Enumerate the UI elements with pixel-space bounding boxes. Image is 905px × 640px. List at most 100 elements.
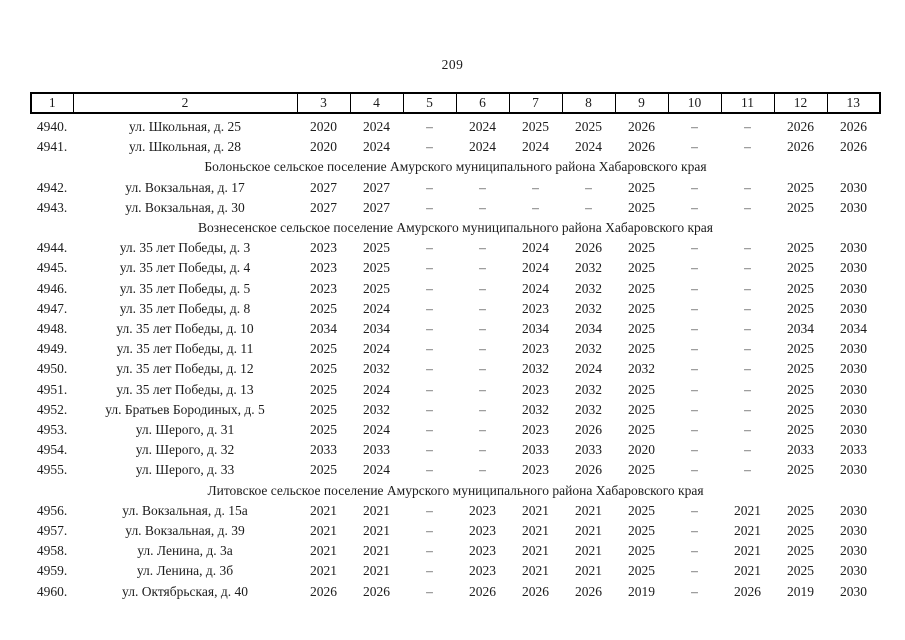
year-cell: 2025 bbox=[628, 502, 655, 518]
year-cell: 2023 bbox=[522, 341, 549, 357]
year-cell: 2034 bbox=[840, 321, 867, 337]
year-cell: – bbox=[744, 361, 751, 377]
year-cell: 2032 bbox=[575, 381, 602, 397]
year-cell: 2030 bbox=[840, 543, 867, 559]
year-cell: 2024 bbox=[363, 462, 390, 478]
row-number: 4955. bbox=[36, 462, 68, 478]
table-body: 4940. ул. Школьная, д. 25 2020 2024 – 2024 202… bbox=[31, 113, 880, 602]
column-header: 2 bbox=[72, 92, 298, 114]
year-cell: – bbox=[744, 341, 751, 357]
column-header: 7 bbox=[508, 92, 563, 114]
year-cell: 2025 bbox=[787, 199, 814, 215]
year-cell: 2026 bbox=[575, 240, 602, 256]
table-head: 1 2 3 4 5 6 7 8 9 10 11 12 13 bbox=[30, 92, 881, 114]
year-cell: 2021 bbox=[575, 502, 602, 518]
column-header: 12 bbox=[773, 92, 828, 114]
year-cell: 2030 bbox=[840, 462, 867, 478]
year-cell: – bbox=[479, 381, 486, 397]
year-cell: – bbox=[691, 523, 698, 539]
year-cell: – bbox=[479, 199, 486, 215]
year-cell: 2025 bbox=[628, 462, 655, 478]
year-cell: 2024 bbox=[575, 361, 602, 377]
year-cell: 2024 bbox=[363, 381, 390, 397]
address-cell: ул. Октябрьская, д. 40 bbox=[122, 583, 248, 599]
year-cell: 2030 bbox=[840, 583, 867, 599]
year-cell: 2026 bbox=[522, 583, 549, 599]
year-cell: 2033 bbox=[522, 442, 549, 458]
year-cell: – bbox=[585, 179, 592, 195]
year-cell: – bbox=[426, 401, 433, 417]
year-cell: 2025 bbox=[310, 381, 337, 397]
year-cell: 2021 bbox=[363, 563, 390, 579]
year-cell: – bbox=[744, 179, 751, 195]
address-cell: ул. 35 лет Победы, д. 4 bbox=[119, 260, 251, 276]
year-cell: 2021 bbox=[310, 563, 337, 579]
year-cell: – bbox=[426, 543, 433, 559]
year-cell: – bbox=[426, 179, 433, 195]
year-cell: 2026 bbox=[628, 119, 655, 134]
year-cell: 2025 bbox=[628, 341, 655, 357]
year-cell: – bbox=[426, 462, 433, 478]
year-cell: 2024 bbox=[522, 260, 549, 276]
year-cell: – bbox=[426, 341, 433, 357]
year-cell: 2020 bbox=[310, 119, 337, 134]
year-cell: 2025 bbox=[787, 280, 814, 296]
table-row: 4940. ул. Школьная, д. 25 2020 2024 – 2024 202… bbox=[31, 113, 880, 137]
year-cell: 2034 bbox=[363, 321, 390, 337]
year-cell: – bbox=[744, 381, 751, 397]
year-cell: 2025 bbox=[628, 401, 655, 417]
year-cell: 2021 bbox=[734, 563, 761, 579]
year-cell: 2025 bbox=[787, 179, 814, 195]
year-cell: 2019 bbox=[628, 583, 655, 599]
year-cell: 2024 bbox=[469, 139, 496, 155]
address-cell: ул. Шерого, д. 31 bbox=[135, 422, 235, 438]
row-number: 4949. bbox=[36, 341, 68, 357]
year-cell: 2021 bbox=[734, 543, 761, 559]
table-row: 4943. ул. Вокзальная, д. 30 2027 2027 – – – – 20… bbox=[31, 198, 880, 218]
year-cell: 2026 bbox=[840, 139, 867, 155]
year-cell: 2026 bbox=[469, 583, 496, 599]
year-cell: 2030 bbox=[840, 502, 867, 518]
year-cell: – bbox=[479, 280, 486, 296]
address-cell: ул. 35 лет Победы, д. 13 bbox=[116, 381, 254, 397]
address-cell: ул. 35 лет Победы, д. 5 bbox=[119, 280, 251, 296]
year-cell: 2030 bbox=[840, 401, 867, 417]
year-cell: 2034 bbox=[787, 321, 814, 337]
year-cell: – bbox=[426, 300, 433, 316]
year-cell: 2032 bbox=[363, 361, 390, 377]
section-label: Вознесенское сельское поселение Амурског… bbox=[198, 220, 713, 236]
table-row: 4957. ул. Вокзальная, д. 39 2021 2021 – 2023 2… bbox=[31, 521, 880, 541]
address-cell: ул. Вокзальная, д. 30 bbox=[125, 199, 245, 215]
year-cell: – bbox=[426, 199, 433, 215]
year-cell: 2025 bbox=[575, 119, 602, 134]
year-cell: 2032 bbox=[363, 401, 390, 417]
section-label: Литовское сельское поселение Амурского м… bbox=[207, 482, 704, 498]
address-cell: ул. Школьная, д. 28 bbox=[129, 139, 241, 155]
year-cell: – bbox=[691, 139, 698, 155]
address-cell: ул. 35 лет Победы, д. 12 bbox=[116, 361, 254, 377]
schedule-table: 1 2 3 4 5 6 7 8 9 10 11 12 13 4940. ул. Школьная, д. … bbox=[30, 92, 881, 602]
year-cell: – bbox=[426, 361, 433, 377]
year-cell: 2025 bbox=[628, 179, 655, 195]
year-cell: 2032 bbox=[628, 361, 655, 377]
row-number: 4951. bbox=[36, 381, 68, 397]
year-cell: 2027 bbox=[310, 199, 337, 215]
year-cell: – bbox=[479, 179, 486, 195]
year-cell: – bbox=[691, 583, 698, 599]
row-number: 4948. bbox=[36, 321, 68, 337]
year-cell: 2025 bbox=[628, 422, 655, 438]
table-row: 4958. ул. Ленина, д. 3а 2021 2021 – 2023 2021 2… bbox=[31, 541, 880, 561]
year-cell: 2025 bbox=[628, 523, 655, 539]
year-cell: – bbox=[479, 321, 486, 337]
section-row: Болоньское сельское поселение Амурского … bbox=[31, 157, 880, 177]
year-cell: 2023 bbox=[310, 240, 337, 256]
year-cell: 2021 bbox=[310, 502, 337, 518]
year-cell: 2030 bbox=[840, 179, 867, 195]
address-cell: ул. Школьная, д. 25 bbox=[129, 119, 241, 134]
year-cell: – bbox=[426, 381, 433, 397]
row-number: 4945. bbox=[36, 260, 68, 276]
year-cell: 2021 bbox=[734, 523, 761, 539]
year-cell: – bbox=[426, 119, 433, 134]
year-cell: – bbox=[744, 321, 751, 337]
